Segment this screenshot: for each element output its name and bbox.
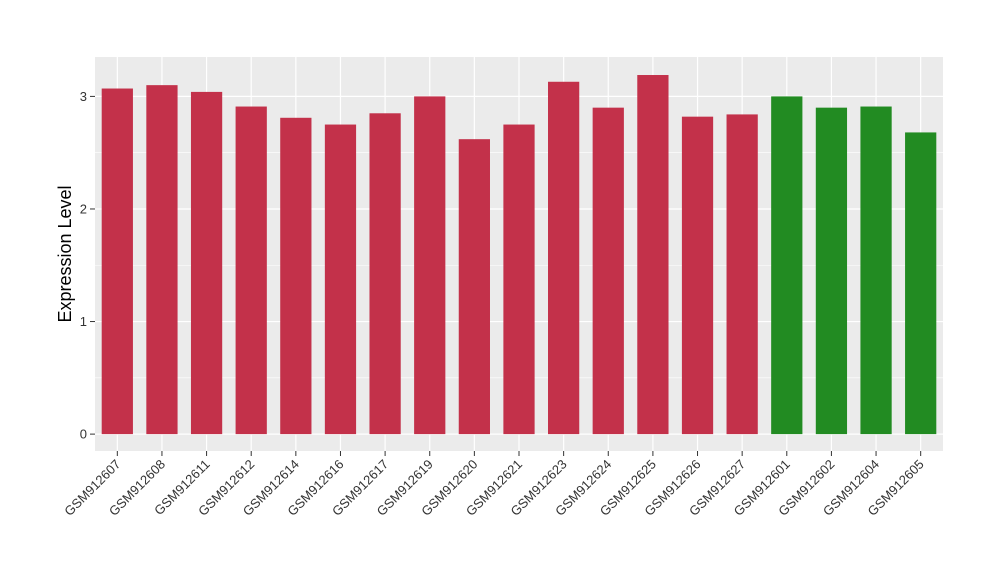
- bar-GSM912602: [815, 107, 848, 435]
- bar-GSM912608: [146, 85, 178, 435]
- y-tick-label: 0: [80, 427, 87, 442]
- y-axis: 0 1 2 3: [80, 89, 95, 442]
- bar-GSM912607: [101, 88, 133, 435]
- bars: [101, 75, 937, 435]
- bar-GSM912601: [771, 96, 803, 435]
- bar-GSM912627: [726, 114, 758, 435]
- bar-GSM912612: [235, 106, 267, 435]
- bar-GSM912604: [860, 106, 892, 435]
- bar-GSM912620: [458, 139, 490, 435]
- x-axis: GSM912607GSM912608GSM912611GSM912612GSM9…: [61, 451, 927, 519]
- bar-GSM912611: [190, 91, 223, 435]
- bar-GSM912625: [637, 75, 669, 435]
- bar-GSM912624: [592, 107, 624, 435]
- bar-GSM912605: [905, 132, 937, 435]
- bar-GSM912621: [503, 124, 535, 435]
- bar-GSM912623: [548, 81, 580, 435]
- bar-GSM912614: [280, 117, 312, 435]
- bar-GSM912619: [414, 96, 446, 435]
- y-tick-label: 2: [80, 201, 87, 216]
- y-tick-label: 1: [80, 314, 87, 329]
- y-axis-title: Expression Level: [55, 185, 75, 322]
- bar-GSM912617: [369, 113, 401, 435]
- bar-GSM912626: [681, 116, 714, 435]
- y-tick-label: 3: [80, 89, 87, 104]
- bar-GSM912616: [324, 124, 357, 435]
